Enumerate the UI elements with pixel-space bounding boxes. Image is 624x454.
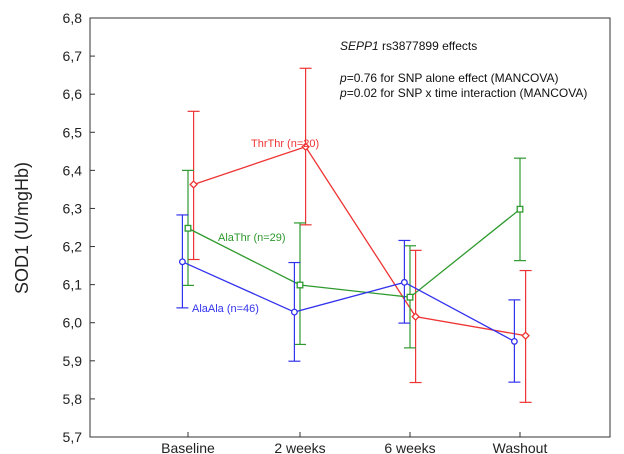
data-point — [510, 337, 518, 345]
x-axis-ticks: Baseline 2 weeks 6 weeks Washout — [161, 432, 547, 454]
data-point — [400, 278, 408, 286]
annotation-title-rest: rs3877899 effects — [379, 39, 478, 53]
data-point — [178, 258, 186, 266]
series-label: ThrThr (n=20) — [251, 138, 319, 150]
annotation-line-1-rest: =0.76 for SNP alone effect (MANCOVA) — [347, 71, 559, 85]
data-point — [516, 205, 524, 213]
series-label: AlaThr (n=29) — [218, 232, 286, 244]
x-tick-label: 2 weeks — [274, 440, 325, 454]
y-tick-label: 6,8 — [63, 10, 83, 26]
data-point — [290, 308, 298, 316]
data-point — [296, 281, 304, 289]
y-axis-title: SOD1 (U/mgHb) — [12, 162, 32, 294]
y-axis-ticks: 5,7 5,8 5,9 6,0 6,1 6,2 6,3 6,4 6,5 6,6 6,7 6,8 — [63, 10, 95, 445]
plot-border — [89, 17, 611, 438]
y-tick-label: 5,9 — [63, 353, 83, 369]
annotation-gene: SEPP1 — [340, 39, 379, 53]
x-tick-label: Baseline — [161, 440, 215, 454]
series-line — [187, 208, 521, 298]
data-point — [184, 224, 192, 232]
x-tick-label: Washout — [493, 440, 548, 454]
y-tick-label: 6,5 — [63, 124, 83, 140]
annotation-title: SEPP1 rs3877899 effects — [340, 39, 477, 53]
y-tick-label: 6,2 — [63, 239, 83, 255]
series-line — [193, 145, 526, 337]
series-layer: ThrThr (n=20) AlaThr (n=29) AlaAla (n=46) — [176, 67, 532, 403]
data-point — [521, 331, 530, 340]
y-tick-label: 6,7 — [63, 48, 83, 64]
y-tick-label: 5,8 — [63, 391, 83, 407]
series-3: AlaAla (n=46) — [176, 214, 521, 383]
annotation-line-1: p=0.76 for SNP alone effect (MANCOVA) — [339, 71, 558, 85]
series-line — [182, 261, 515, 342]
annotations: SEPP1 rs3877899 effects p=0.76 for SNP a… — [339, 39, 587, 100]
data-point — [301, 142, 310, 152]
y-tick-label: 6,3 — [63, 200, 83, 216]
annotation-line-2-rest: =0.02 for SNP x time interaction (MANCOV… — [347, 86, 588, 100]
plot-frame — [89, 17, 611, 438]
annotation-line-2: p=0.02 for SNP x time interaction (MANCO… — [339, 86, 587, 100]
series-1: ThrThr (n=20) — [187, 67, 532, 403]
annotation-line-2-p: p — [339, 86, 347, 100]
data-point — [406, 293, 414, 301]
data-point — [411, 312, 420, 321]
y-tick-label: 5,7 — [63, 429, 83, 445]
y-tick-label: 6,1 — [63, 277, 83, 293]
data-point — [189, 180, 198, 189]
x-tick-label: 6 weeks — [384, 440, 435, 454]
y-tick-label: 6,4 — [63, 162, 83, 178]
series-2: AlaThr (n=29) — [182, 157, 526, 349]
annotation-line-1-p: p — [339, 71, 347, 85]
y-tick-label: 6,6 — [63, 86, 83, 102]
y-tick-label: 6,0 — [63, 315, 83, 331]
series-label: AlaAla (n=46) — [192, 303, 259, 315]
